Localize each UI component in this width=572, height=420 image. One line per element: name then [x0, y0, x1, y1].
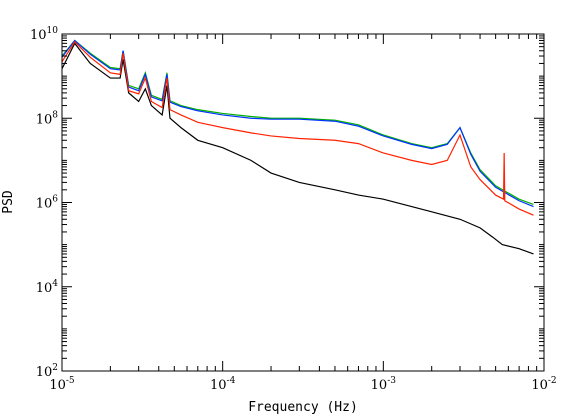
tick-layer — [61, 33, 545, 372]
y-tick-label: 102 — [36, 363, 58, 380]
x-tick-label: 10-5 — [49, 376, 75, 393]
y-tick-label: 1010 — [30, 26, 58, 43]
x-axis-label: Frequency (Hz) — [248, 400, 358, 415]
y-tick-label: 106 — [36, 195, 59, 212]
y-tick-label: 104 — [36, 279, 59, 296]
series-line-4 — [61, 40, 534, 216]
plot-frame — [61, 33, 545, 372]
series-layer — [61, 39, 534, 255]
x-tick-label: 10-2 — [531, 376, 556, 393]
x-tick-label: 10-3 — [371, 376, 397, 393]
x-tick-label: 10-4 — [210, 376, 236, 393]
series-line-3 — [61, 39, 534, 208]
series-line-1 — [61, 42, 534, 255]
y-tick-label: 108 — [36, 110, 59, 127]
series-line-2 — [61, 39, 534, 205]
tick-label-layer: 10-5 10-4 10-3 10-2 102 104 106 108 1010 — [30, 26, 557, 393]
y-axis-label: PSD — [1, 190, 16, 214]
